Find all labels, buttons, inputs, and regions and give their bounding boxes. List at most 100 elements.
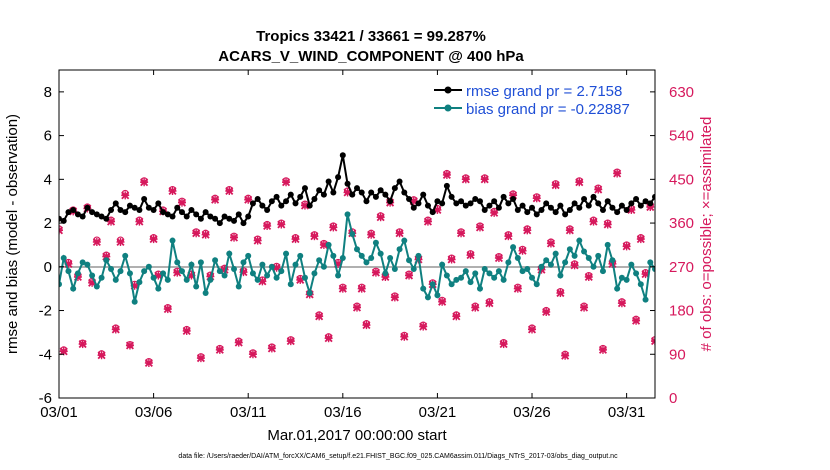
rmse-point xyxy=(481,206,488,213)
rmse-point xyxy=(174,204,181,211)
rmse-point xyxy=(614,209,621,216)
rmse-point xyxy=(387,198,394,205)
bias-point xyxy=(108,265,115,272)
obs-assimilated-marker xyxy=(144,358,153,368)
bias-point xyxy=(604,241,611,248)
obs-possible-marker xyxy=(742,223,748,229)
obs-possible-marker xyxy=(789,257,795,263)
bias-point xyxy=(358,252,365,259)
obs-assimilated-marker xyxy=(802,235,810,243)
rmse-point xyxy=(183,213,190,220)
bias-point xyxy=(372,239,379,246)
bias-point xyxy=(117,268,124,275)
rmse-point xyxy=(283,198,290,205)
bias-point xyxy=(84,261,91,268)
bias-point xyxy=(249,270,256,277)
rmse-point xyxy=(197,215,204,222)
rmse-point xyxy=(410,204,417,211)
obs-possible-marker xyxy=(718,230,724,236)
obs-assimilated-marker xyxy=(826,257,830,265)
bias-point xyxy=(363,259,370,266)
bias-point xyxy=(799,297,805,303)
rmse-point xyxy=(70,206,77,213)
obs-assimilated-marker xyxy=(419,322,428,331)
obs-possible-marker xyxy=(775,264,781,270)
bias-point xyxy=(344,211,351,218)
rmse-point xyxy=(339,152,346,159)
bias-point xyxy=(74,270,81,277)
rmse-point xyxy=(74,211,81,218)
bias-point xyxy=(462,268,469,275)
obs-assimilated-marker xyxy=(121,191,130,200)
rmse-point xyxy=(226,215,233,222)
rmse-point xyxy=(235,211,242,218)
rmse-point xyxy=(543,200,550,207)
rmse-point xyxy=(666,200,672,206)
obs-possible-marker xyxy=(680,278,686,284)
x-tick-label: 03/11 xyxy=(230,404,266,421)
rmse-point xyxy=(249,200,256,207)
rmse-point xyxy=(245,213,252,220)
bias-point xyxy=(495,268,502,275)
bias-point xyxy=(637,281,644,288)
rmse-point xyxy=(112,200,119,207)
x-tick-label: 03/31 xyxy=(608,404,646,421)
rmse-point xyxy=(231,217,238,224)
obs-assimilated-marker xyxy=(570,261,579,270)
bias-point xyxy=(742,294,748,300)
bias-point xyxy=(330,252,337,259)
obs-assimilated-marker xyxy=(447,255,456,264)
rmse-point xyxy=(349,191,356,198)
obs-assimilated-marker xyxy=(731,305,739,313)
bias-point xyxy=(145,263,152,270)
rmse-point xyxy=(818,196,824,202)
bias-point xyxy=(325,241,332,248)
bias-point xyxy=(552,250,559,257)
bias-point xyxy=(311,270,318,277)
rmse-point xyxy=(657,205,663,211)
obs-assimilated-marker xyxy=(736,257,744,265)
bias-point xyxy=(784,277,790,283)
bias-point xyxy=(761,251,767,257)
rmse-point xyxy=(391,185,398,192)
obs-assimilated-marker xyxy=(362,321,371,330)
rmse-point xyxy=(126,202,133,209)
rmse-point xyxy=(320,191,327,198)
rmse-point xyxy=(160,209,167,216)
chart-title-line2: ACARS_V_WIND_COMPONENT @ 400 hPa xyxy=(218,48,524,65)
y-right-tick-label: 450 xyxy=(669,171,694,188)
bias-point xyxy=(747,277,753,283)
bias-point xyxy=(581,248,588,255)
bias-point xyxy=(301,274,308,281)
obs-assimilated-marker xyxy=(650,337,655,346)
obs-assimilated-marker xyxy=(116,237,125,247)
rmse-point xyxy=(751,211,757,217)
bias-point xyxy=(562,259,569,266)
obs-assimilated-marker xyxy=(675,197,683,205)
rmse-point xyxy=(571,200,578,207)
bias-point xyxy=(202,290,209,297)
obs-assimilated-marker xyxy=(556,289,565,298)
rmse-point xyxy=(476,198,483,205)
y-axis-left: -6 -4 -2 0 2 4 6 8 xyxy=(39,84,64,407)
bias-point xyxy=(287,281,294,288)
rmse-point xyxy=(316,187,323,194)
bias-point xyxy=(150,274,157,281)
obs-assimilated-marker xyxy=(92,237,101,247)
obs-assimilated-marker xyxy=(523,226,532,235)
rmse-point xyxy=(150,206,157,213)
bias-point xyxy=(216,268,223,275)
bias-point xyxy=(718,277,724,283)
obs-assimilated-marker xyxy=(793,216,801,224)
rmse-point xyxy=(325,178,332,185)
bias-point xyxy=(207,276,214,283)
rmse-point xyxy=(808,216,814,222)
bias-point xyxy=(510,244,517,251)
bias-point xyxy=(183,276,190,283)
bias-point xyxy=(481,265,488,272)
bias-point xyxy=(410,265,417,272)
bias-point xyxy=(595,252,602,259)
rmse-point xyxy=(495,204,502,211)
bias-point xyxy=(647,259,654,266)
rmse-point xyxy=(732,209,738,215)
